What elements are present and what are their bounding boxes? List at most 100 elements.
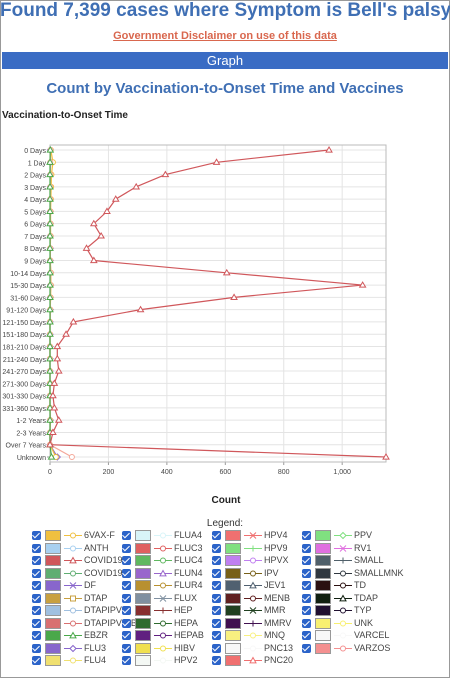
legend-marker xyxy=(340,645,346,651)
legend-checkbox[interactable] xyxy=(32,606,41,615)
legend-label: DTAP xyxy=(84,592,108,603)
legend-marker-icon xyxy=(334,582,352,589)
legend-label: HIBV xyxy=(174,642,196,653)
x-tick-label: 600 xyxy=(219,469,231,476)
legend-checkbox[interactable] xyxy=(212,643,221,653)
legend-checkbox[interactable] xyxy=(212,656,221,665)
legend-checkbox[interactable] xyxy=(302,631,311,640)
legend-label: DTAPIPVHIB xyxy=(84,617,137,628)
section-bar-graph: Graph xyxy=(2,52,448,69)
legend-checkbox[interactable] xyxy=(122,568,131,578)
legend-marker xyxy=(250,557,256,564)
legend-swatch xyxy=(135,617,151,629)
legend-swatch xyxy=(315,630,331,641)
legend-checkbox[interactable] xyxy=(212,543,221,553)
legend-label: FLUR4 xyxy=(174,580,203,590)
legend-checkbox[interactable] xyxy=(302,556,311,565)
legend-checkbox[interactable] xyxy=(212,531,221,540)
legend-checkbox[interactable] xyxy=(212,631,221,640)
legend-checkbox[interactable] xyxy=(212,556,221,565)
legend-checkbox[interactable] xyxy=(212,568,221,578)
data-point xyxy=(46,354,54,362)
legend-checkbox[interactable] xyxy=(302,618,311,628)
legend-marker-icon xyxy=(154,545,172,551)
legend-swatch xyxy=(315,592,331,604)
legend-checkbox[interactable] xyxy=(122,631,131,640)
y-tick-label: 1 Day xyxy=(28,160,47,167)
legend-checkbox[interactable] xyxy=(32,593,41,603)
legend-checkbox[interactable] xyxy=(122,618,131,628)
legend-checkbox[interactable] xyxy=(302,643,311,653)
legend-checkbox[interactable] xyxy=(32,656,41,665)
legend-marker xyxy=(249,656,257,664)
legend-marker-icon xyxy=(244,620,262,626)
legend-checkbox[interactable] xyxy=(122,656,131,665)
legend-checkbox[interactable] xyxy=(212,618,221,628)
y-tick-label: 8 Days xyxy=(24,246,46,253)
legend-marker xyxy=(69,556,77,564)
legend-checkbox[interactable] xyxy=(122,643,131,653)
legend-checkbox[interactable] xyxy=(32,618,41,628)
legend-label: FLUC4 xyxy=(174,555,203,565)
data-point xyxy=(222,268,231,276)
legend-marker-icon xyxy=(334,531,352,540)
legend-checkbox[interactable] xyxy=(212,593,221,603)
legend-checkbox[interactable] xyxy=(32,631,41,640)
legend-label: JEV1 xyxy=(264,580,286,590)
data-point xyxy=(82,244,91,251)
y-tick-label: 241-270 Days xyxy=(2,369,46,376)
legend-marker xyxy=(340,570,346,576)
disclaimer-link[interactable]: Government Disclaimer on use of this dat… xyxy=(113,30,337,42)
legend-checkbox[interactable] xyxy=(122,581,131,590)
legend-checkbox[interactable] xyxy=(212,581,221,590)
y-tick-label: 6 Days xyxy=(24,222,46,229)
series-line xyxy=(49,149,73,458)
data-point xyxy=(46,219,54,227)
legend-marker-icon xyxy=(154,645,172,651)
legend-checkbox[interactable] xyxy=(32,568,41,578)
legend-label: TYP xyxy=(354,605,372,615)
data-point xyxy=(46,256,54,264)
legend-checkbox[interactable] xyxy=(122,531,131,540)
legend-marker-icon xyxy=(64,570,82,576)
legend-marker xyxy=(70,595,76,601)
legend-label: MENB xyxy=(264,592,291,603)
legend-label: PNC13 xyxy=(264,642,294,653)
data-point xyxy=(46,293,54,300)
legend-marker xyxy=(70,532,76,539)
legend-checkbox[interactable] xyxy=(302,593,311,603)
legend-checkbox[interactable] xyxy=(32,531,41,540)
legend-checkbox[interactable] xyxy=(32,581,41,590)
plot-border xyxy=(49,144,387,463)
legend-checkbox[interactable] xyxy=(32,543,41,553)
legend-swatch xyxy=(45,555,61,566)
y-tick-label: 121-150 Days xyxy=(2,320,46,327)
legend-checkbox[interactable] xyxy=(32,556,41,565)
legend-swatch xyxy=(315,642,331,654)
legend-checkbox[interactable] xyxy=(122,593,131,603)
legend-checkbox[interactable] xyxy=(302,568,311,578)
legend-label: SMALL xyxy=(354,555,384,565)
data-point xyxy=(46,195,54,202)
legend-marker-icon xyxy=(334,570,352,576)
legend-marker xyxy=(160,632,166,639)
legend-label: HPV4 xyxy=(264,530,288,540)
legend-checkbox[interactable] xyxy=(302,606,311,615)
legend-swatch xyxy=(225,555,241,566)
legend-checkbox[interactable] xyxy=(32,643,41,653)
legend-checkbox[interactable] xyxy=(122,606,131,615)
data-point xyxy=(46,317,54,325)
legend-checkbox[interactable] xyxy=(122,556,131,565)
legend-checkbox[interactable] xyxy=(302,581,311,590)
series-covid19 xyxy=(46,146,390,460)
legend-checkbox[interactable] xyxy=(302,543,311,553)
legend-marker xyxy=(159,568,167,576)
legend-marker-icon xyxy=(244,656,262,664)
legend-label: EBZR xyxy=(84,630,109,640)
legend-label: HEPAB xyxy=(174,630,204,640)
legend-checkbox[interactable] xyxy=(212,606,221,615)
legend-marker-icon xyxy=(334,620,352,626)
legend-swatch xyxy=(45,617,61,629)
legend-checkbox[interactable] xyxy=(302,531,311,540)
legend-checkbox[interactable] xyxy=(122,543,131,553)
